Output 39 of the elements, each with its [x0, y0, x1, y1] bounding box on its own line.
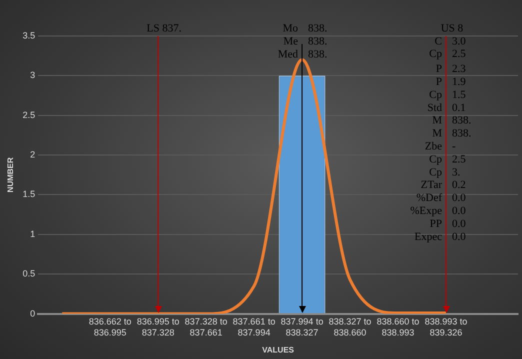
y-tick-label: 2.5 [22, 110, 36, 120]
annotation: Zbe - [424, 140, 456, 152]
x-tick-label: 838.660 to 838.993 [376, 316, 420, 338]
annotation: Me 838. [283, 35, 328, 48]
x-tick-label: 838.327 to 838.660 [328, 316, 372, 338]
y-tick-label: 1 [30, 228, 36, 239]
annotation: %Def 0.0 [416, 192, 466, 204]
x-tick-label: 836.662 to 836.995 [88, 316, 132, 338]
x-tick-label: 837.994 to 838.327 [280, 316, 324, 338]
text: Mo 838. [282, 22, 328, 34]
annotation: Cp 1.5 [429, 88, 466, 101]
ref-line-label: LS 837. [146, 22, 182, 34]
annotation: PP 0.0 [430, 218, 466, 230]
y-tick-label: 2 [30, 150, 36, 160]
annotation: Expec 0.0 [414, 230, 466, 243]
ref-line-label: US 8 [440, 22, 464, 34]
annotation: M 838. [432, 114, 472, 127]
annotation: C 3.0 [434, 35, 466, 48]
annotation: Std 0.1 [427, 102, 466, 114]
annotation: Cp 2.5 [429, 48, 466, 60]
annotation: P 1.9 [436, 76, 466, 88]
y-tick-label: 3.5 [22, 30, 36, 40]
annotation: P 2.3 [436, 63, 466, 76]
x-tick-label: 837.661 to 837.994 [232, 316, 276, 338]
annotation: M 838. [432, 128, 472, 140]
x-tick-label: 838.993 to 839.326 [424, 316, 468, 338]
y-tick-label: 0 [30, 308, 36, 318]
y-tick-label: 0.5 [22, 268, 36, 279]
x-tick-label: 837.328 to 837.661 [184, 316, 228, 338]
annotation: Cp 3. [429, 166, 461, 178]
annotation: ZTar 0.2 [420, 179, 466, 192]
y-tick-label: 3 [30, 70, 36, 80]
y-tick-label: 1.5 [22, 189, 36, 200]
x-tick-label: 836.995 to 837.328 [136, 316, 180, 338]
annotation: Med 838. [278, 48, 328, 60]
annotation: %Expe 0.0 [410, 204, 466, 217]
x-axis-title: VALUES [262, 345, 295, 354]
y-axis-title: NUMBER [6, 157, 16, 192]
annotation: Cp 2.5 [429, 153, 466, 166]
